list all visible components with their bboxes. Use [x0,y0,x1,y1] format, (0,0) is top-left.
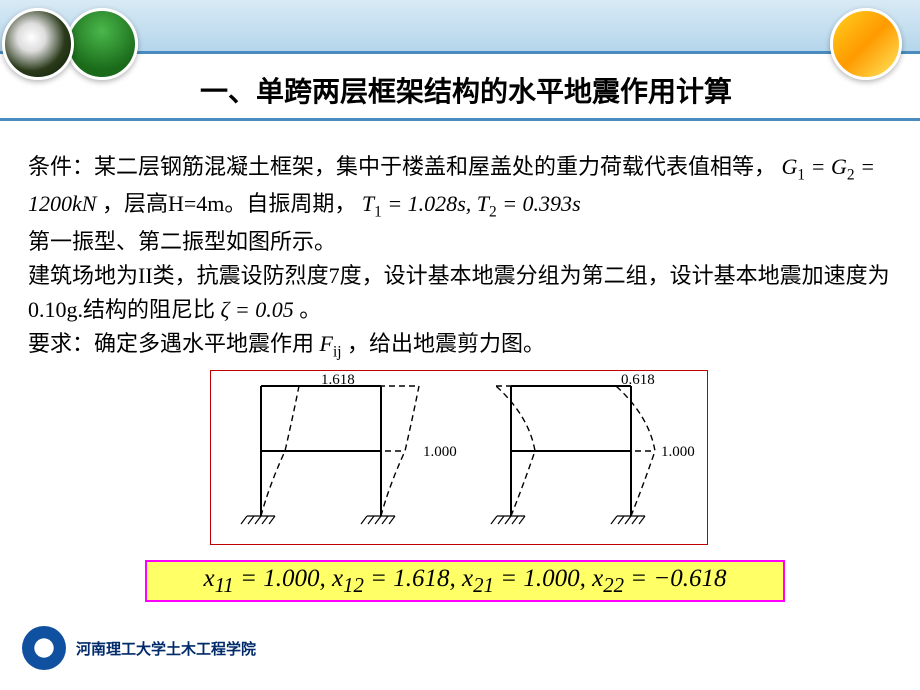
mode1-mid-label: 1.000 [423,444,457,460]
result-equation: x11 = 1.000, x12 = 1.618, x21 = 1.000, x… [203,565,726,598]
damping-equation: ζ = 0.05 [221,297,294,322]
mode-shape-diagram: 1.618 1.000 0.618 1.000 [210,370,708,545]
institution-name: 河南理工大学土木工程学院 [76,638,256,659]
mode-shape-note: 第一振型、第二振型如图所示。 [28,229,336,254]
condition-prefix: 条件：某二层钢筋混凝土框架，集中于楼盖和屋盖处的重力荷载代表值相等， [28,154,776,179]
mode2-mid-label: 1.000 [661,444,695,460]
condition-mid1: ，层高H=4m。自振周期， [102,191,356,216]
site-conditions: 建筑场地为II类，抗震设防烈度7度，设计基本地震分组为第二组，设计基本地震加速度… [28,263,890,322]
mode1-top-label: 1.618 [321,372,355,388]
logo-glyph: Φ [36,637,53,660]
mode2-frame: 0.618 1.000 [491,372,695,524]
diagram-svg: 1.618 1.000 0.618 1.000 [211,371,709,546]
requirement-b: ，给出地震剪力图。 [347,331,545,356]
leaf-image [66,8,138,80]
period-end: 。 [299,297,321,322]
requirement-a: 要求：确定多遇水平地震作用 [28,331,314,356]
footer: Φ 河南理工大学土木工程学院 [22,626,256,670]
period-equation: T1 = 1.028s, T2 = 0.393s [362,191,581,216]
slide-title: 一、单跨两层框架结构的水平地震作用计算 [200,70,880,110]
dandelion-image [2,8,74,80]
mode2-top-label: 0.618 [621,372,655,388]
university-logo: Φ [22,626,66,670]
mode1-frame: 1.618 1.000 [241,372,457,524]
title-divider [0,118,920,121]
header-bar [0,0,920,54]
fij-symbol: Fij [320,331,342,356]
corner-decoration-left [10,8,138,80]
body-text: 条件：某二层钢筋混凝土框架，集中于楼盖和屋盖处的重力荷载代表值相等， G1 = … [28,150,892,364]
result-equation-box: x11 = 1.000, x12 = 1.618, x21 = 1.000, x… [145,560,785,602]
